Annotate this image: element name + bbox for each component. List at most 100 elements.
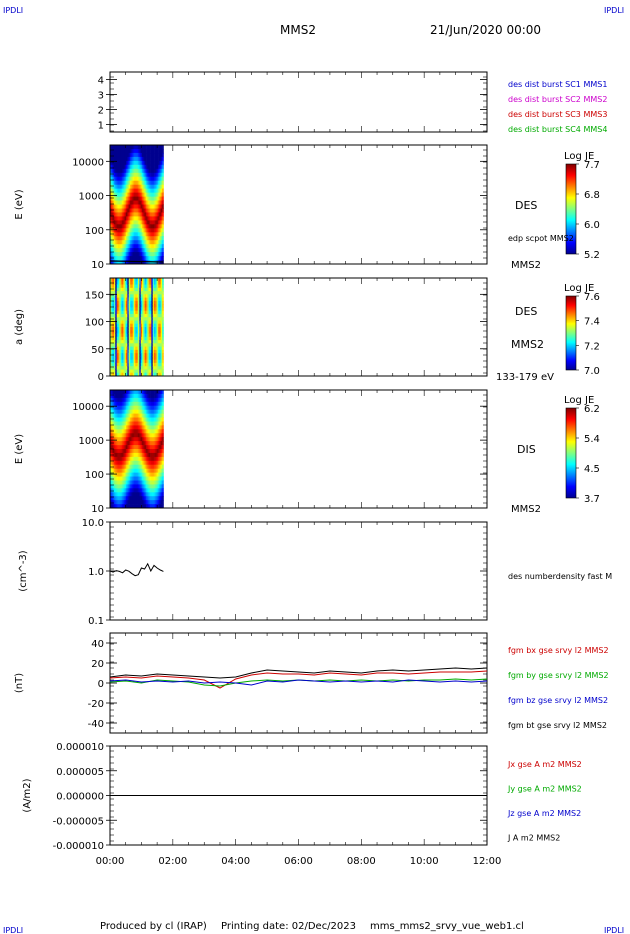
spectrogram-cell (126, 313, 128, 318)
spectrogram-cell (150, 252, 152, 257)
spectrogram-cell (150, 172, 152, 178)
spectrogram-cell (142, 413, 144, 418)
spectrogram-cell (131, 304, 134, 308)
spectrogram-cell (148, 452, 151, 458)
spectrogram-cell (159, 472, 162, 477)
spectrogram-cell (111, 405, 113, 410)
spectrogram-cell (154, 496, 156, 501)
spectrogram-cell (148, 168, 151, 174)
spectrogram-cell (144, 196, 147, 201)
spectrogram-cell (154, 200, 156, 205)
spectrogram-cell (126, 156, 128, 162)
spectrogram-cell (154, 196, 156, 201)
spectrogram-cell (132, 433, 135, 438)
spectrogram-cell (112, 236, 115, 241)
spectrogram-cell (124, 359, 127, 364)
spectrogram-cell (150, 362, 152, 367)
spectrogram-cell (156, 304, 159, 308)
spectrogram-cell (143, 413, 146, 418)
spectrogram-cell (136, 149, 139, 154)
spectrogram-cell (154, 323, 156, 328)
spectrogram-cell (116, 390, 119, 395)
spectrogram-cell (134, 500, 136, 505)
spectrogram-cell (158, 393, 160, 399)
spectrogram-cell (122, 224, 124, 229)
spectrogram-cell (120, 244, 123, 249)
spectrogram-cell (124, 310, 127, 315)
spectrogram-cell (134, 160, 136, 166)
spectrogram-cell (150, 323, 152, 328)
spectrogram-cell (155, 349, 158, 354)
spectrogram-cell (110, 196, 112, 201)
spectrogram-cell (140, 343, 143, 347)
spectrogram-cell (132, 232, 135, 237)
y-axis-label: (nT) (14, 673, 25, 693)
spectrogram-cell (126, 327, 128, 331)
spectrogram-cell (151, 310, 154, 315)
spectrogram-cell (160, 164, 163, 170)
spectrogram-cell (144, 310, 147, 315)
spectrogram-cell (151, 496, 154, 501)
spectrogram-cell (111, 188, 113, 193)
spectrogram-cell (126, 480, 128, 485)
spectrogram-cell (138, 156, 140, 162)
spectrogram-cell (159, 160, 162, 166)
spectrogram-cell (156, 492, 159, 497)
spectrogram-cell (155, 320, 158, 325)
spectrogram-cell (122, 405, 124, 410)
spectrogram-cell (150, 405, 152, 410)
spectrogram-cell (159, 149, 162, 154)
spectrogram-cell (119, 390, 121, 395)
colorbar (565, 163, 577, 255)
spectrogram-cell (122, 204, 124, 209)
spectrogram-cell (147, 445, 150, 450)
spectrogram-cell (142, 313, 144, 318)
spectrogram-cell (120, 488, 123, 493)
spectrogram-cell (134, 260, 136, 265)
spectrogram-cell (135, 180, 138, 186)
spectrogram-cell (116, 244, 119, 249)
spectrogram-cell (118, 425, 120, 430)
spectrogram-cell (147, 452, 150, 458)
spectrogram-cell (140, 180, 143, 186)
spectrogram-cell (130, 349, 132, 354)
spectrogram-cell (128, 441, 131, 446)
spectrogram-cell (126, 369, 128, 374)
spectrogram-cell (120, 330, 123, 334)
spectrogram-cell (114, 323, 116, 328)
energy-range-label: 133-179 eV (496, 372, 554, 383)
spectrogram-cell (128, 369, 131, 374)
spectrogram-cell (124, 220, 127, 225)
spectrogram-cell (123, 192, 126, 197)
spectrogram-cell (131, 349, 134, 354)
spectrogram-cell (118, 284, 120, 289)
spectrogram-cell (130, 456, 132, 462)
spectrogram-cell (126, 160, 128, 166)
spectrogram-cell (138, 472, 140, 477)
spectrogram-cell (124, 349, 127, 354)
spectrogram-cell (162, 484, 164, 489)
spectrogram-cell (136, 164, 139, 170)
spectrogram-cell (132, 156, 135, 162)
spectrogram-cell (147, 472, 150, 477)
spectrogram-cell (124, 313, 127, 318)
spectrogram-cell (123, 445, 126, 450)
spectrogram-cell (148, 496, 151, 501)
spectrogram-cell (119, 340, 121, 344)
spectrogram-cell (151, 417, 154, 422)
spectrogram-cell (154, 327, 156, 331)
spectrogram-cell (138, 449, 140, 454)
spectrogram-cell (142, 291, 144, 295)
spectrogram-cell (148, 488, 151, 493)
spectrogram-cell (118, 176, 120, 182)
spectrogram-cell (142, 429, 144, 434)
spectrogram-cell (120, 405, 123, 410)
spectrogram-cell (150, 397, 152, 403)
spectrogram-cell (122, 152, 124, 158)
y-tick-label: 0 (98, 372, 104, 383)
spectrogram-cell (152, 340, 155, 344)
y-axis-label: E (eV) (14, 434, 25, 464)
spectrogram-cell (135, 496, 138, 501)
spectrogram-cell (119, 320, 121, 325)
